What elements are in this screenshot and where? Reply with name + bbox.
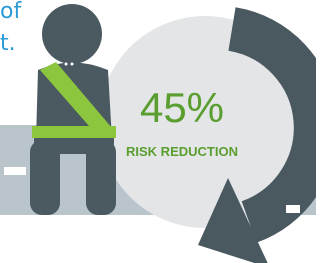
head	[42, 4, 102, 64]
leg	[30, 140, 60, 215]
seatbelt-lap	[32, 126, 116, 138]
leg	[86, 140, 116, 215]
infographic: of t. 45% RISK REDUCTION	[0, 0, 316, 263]
button	[71, 63, 74, 66]
stat-caption: RISK REDUCTION	[126, 144, 238, 159]
intro-line: t.	[0, 31, 16, 56]
page: of t. 45% RISK REDUCTION (() => { const …	[0, 0, 316, 263]
button	[65, 63, 68, 66]
stat-figure: 45%	[140, 84, 224, 131]
intro-line: of	[0, 0, 22, 24]
road-dash	[286, 205, 300, 213]
road-dash	[4, 167, 26, 175]
